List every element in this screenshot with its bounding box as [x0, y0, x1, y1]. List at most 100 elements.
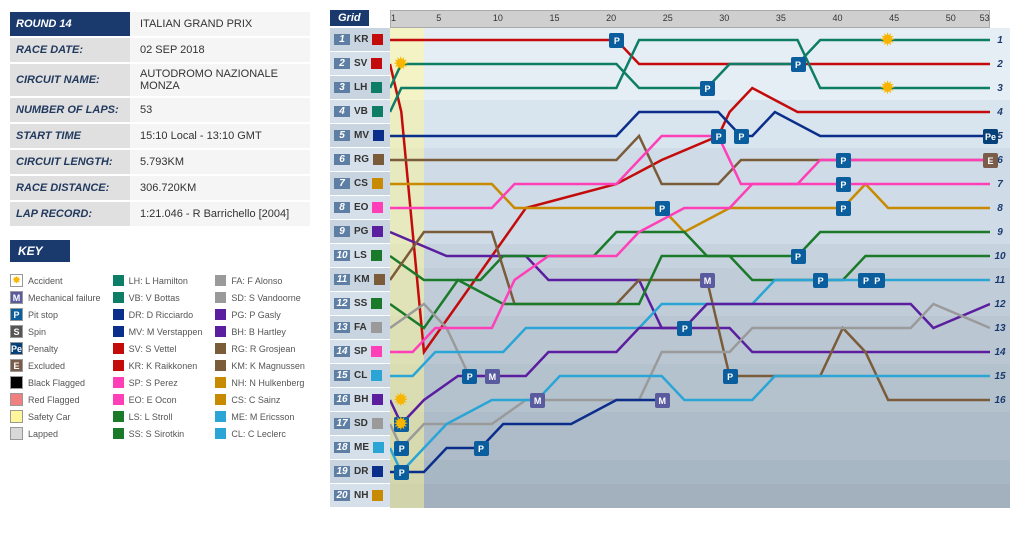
grid-swatch	[372, 226, 383, 237]
driver-swatch	[215, 292, 226, 303]
info-label: CIRCUIT LENGTH:	[10, 150, 130, 174]
key-header: KEY	[10, 240, 70, 262]
grid-swatch	[371, 298, 382, 309]
grid-swatch	[374, 274, 385, 285]
driver-label: LS: L Stroll	[129, 412, 173, 422]
grid-swatch	[372, 34, 383, 45]
driver-label: MV: M Verstappen	[129, 327, 203, 337]
grid-pos: 10	[334, 250, 350, 261]
driver-label: EO: E Ocon	[129, 395, 177, 405]
driver-swatch	[215, 394, 226, 405]
driver-swatch	[113, 343, 124, 354]
driver-swatch	[215, 360, 226, 371]
lap-axis: 1510152025303540455053	[390, 10, 990, 28]
legend-label: Pit stop	[28, 310, 58, 320]
legend-label: Excluded	[28, 361, 65, 371]
grid-pos: 3	[334, 82, 350, 93]
grid-pos: 9	[334, 226, 350, 237]
driver-swatch	[215, 428, 226, 439]
legend-icon	[10, 427, 23, 440]
info-label: ROUND 14	[10, 12, 130, 36]
legend-drivers-1: LH: L HamiltonVB: V BottasDR: D Ricciard…	[113, 272, 208, 442]
chart-panel: Grid 1510152025303540455053 PP✹PP✹✹PPeEP…	[320, 0, 1024, 533]
info-value: ITALIAN GRAND PRIX	[130, 12, 310, 36]
grid-pos: 4	[334, 106, 350, 117]
legend-label: Penalty	[28, 344, 58, 354]
driver-label: CS: C Sainz	[231, 395, 280, 405]
grid-pos: 19	[334, 466, 350, 477]
info-value: 5.793KM	[130, 150, 310, 174]
driver-swatch	[215, 411, 226, 422]
driver-lines	[390, 28, 990, 508]
driver-swatch	[215, 343, 226, 354]
grid-column: 1KR2SV3LH4VB5MV6RG7CS8EO9PG10LS11KM12SS1…	[330, 28, 390, 508]
driver-label: CL: C Leclerc	[231, 429, 286, 439]
grid-swatch	[372, 202, 383, 213]
grid-pos: 2	[334, 58, 350, 69]
driver-code: CL	[354, 370, 367, 381]
driver-swatch	[113, 428, 124, 439]
race-info-table: ROUND 14ITALIAN GRAND PRIXRACE DATE:02 S…	[10, 10, 310, 228]
driver-swatch	[215, 326, 226, 337]
legend-drivers-2: FA: F AlonsoSD: S VandoornePG: P GaslyBH…	[215, 272, 310, 442]
driver-code: SV	[354, 58, 367, 69]
legend-label: Red Flagged	[28, 395, 80, 405]
driver-code: EO	[354, 202, 368, 213]
driver-code: ME	[354, 442, 369, 453]
grid-swatch	[372, 418, 383, 429]
grid-swatch	[371, 250, 382, 261]
info-label: RACE DATE:	[10, 38, 130, 62]
grid-swatch	[373, 154, 384, 165]
driver-swatch	[113, 275, 124, 286]
info-label: RACE DISTANCE:	[10, 176, 130, 200]
grid-pos: 17	[334, 418, 350, 429]
legend-label: Safety Car	[28, 412, 71, 422]
driver-code: DR	[354, 466, 368, 477]
grid-swatch	[371, 322, 382, 333]
driver-code: SD	[354, 418, 368, 429]
grid-swatch	[372, 394, 383, 405]
driver-label: FA: F Alonso	[231, 276, 282, 286]
grid-pos: 13	[334, 322, 350, 333]
legend-icon: E	[10, 359, 23, 372]
grid-pos: 15	[334, 370, 350, 381]
driver-label: NH: N Hulkenberg	[231, 378, 304, 388]
driver-label: ME: M Ericsson	[231, 412, 294, 422]
info-value: 53	[130, 98, 310, 122]
driver-code: LS	[354, 250, 367, 261]
grid-pos: 11	[334, 274, 350, 285]
legend-label: Accident	[28, 276, 63, 286]
grid-pos: 18	[334, 442, 350, 453]
driver-code: KM	[354, 274, 370, 285]
grid-swatch	[371, 82, 382, 93]
driver-label: LH: L Hamilton	[129, 276, 188, 286]
driver-label: BH: B Hartley	[231, 327, 286, 337]
grid-swatch	[373, 442, 384, 453]
driver-code: KR	[354, 34, 368, 45]
info-panel: ROUND 14ITALIAN GRAND PRIXRACE DATE:02 S…	[0, 0, 320, 533]
grid-pos: 14	[334, 346, 350, 357]
info-label: LAP RECORD:	[10, 202, 130, 226]
driver-swatch	[113, 411, 124, 422]
driver-code: BH	[354, 394, 368, 405]
info-value: AUTODROMO NAZIONALE MONZA	[130, 64, 310, 96]
driver-swatch	[113, 360, 124, 371]
legend-icon: P	[10, 308, 23, 321]
grid-swatch	[371, 346, 382, 357]
driver-code: SP	[354, 346, 367, 357]
grid-swatch	[372, 106, 383, 117]
grid-swatch	[371, 370, 382, 381]
info-value: 02 SEP 2018	[130, 38, 310, 62]
driver-swatch	[215, 377, 226, 388]
grid-swatch	[372, 178, 383, 189]
grid-pos: 1	[334, 34, 350, 45]
legend-icon	[10, 376, 23, 389]
legend-label: Mechanical failure	[28, 293, 101, 303]
legend-icon	[10, 410, 23, 423]
grid-pos: 16	[334, 394, 350, 405]
grid-swatch	[372, 466, 383, 477]
driver-code: FA	[354, 322, 367, 333]
legend-icon: M	[10, 291, 23, 304]
grid-pos: 5	[334, 130, 350, 141]
legend-icon: S	[10, 325, 23, 338]
